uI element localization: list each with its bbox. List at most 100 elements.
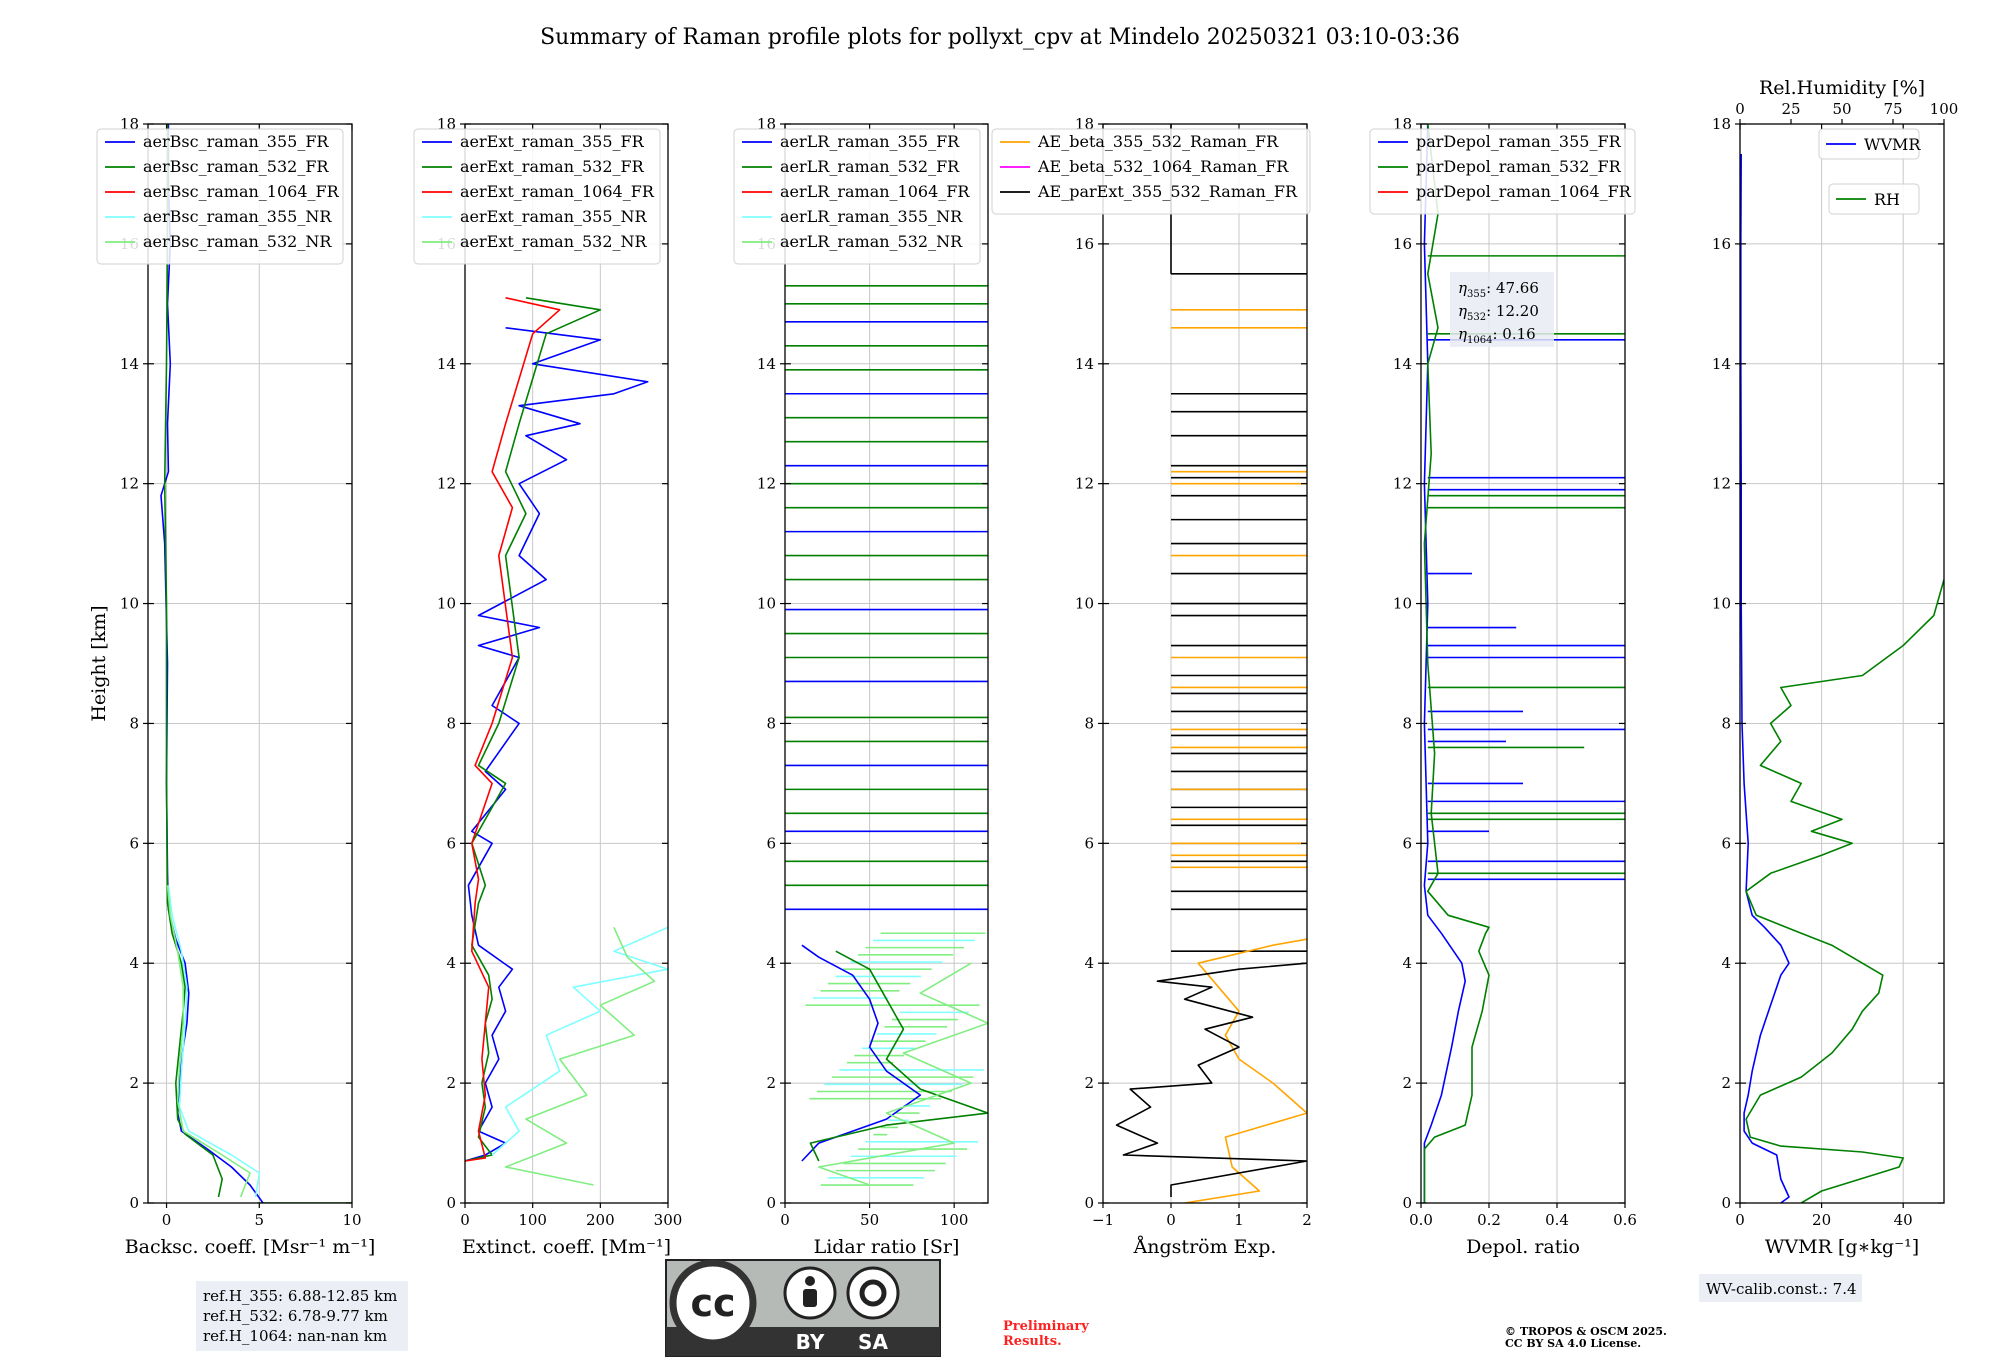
legend-entry: aerBsc_raman_532_FR xyxy=(143,157,329,176)
y-tick-label: 10 xyxy=(757,595,776,613)
legend-entry: aerExt_raman_355_NR xyxy=(460,207,648,226)
y-tick-label: 4 xyxy=(446,954,456,972)
x-axis-label: Depol. ratio xyxy=(1466,1236,1580,1258)
y-tick-label: 0 xyxy=(1721,1194,1731,1212)
legend-box xyxy=(991,128,1311,215)
cc-icon xyxy=(669,1259,757,1347)
copyright-line-1: © TROPOS & OSCM 2025. xyxy=(1505,1325,1667,1338)
y-tick-label: 0 xyxy=(1084,1194,1094,1212)
legend-entry: aerExt_raman_355_FR xyxy=(460,132,645,151)
legend-entry: RH xyxy=(1874,190,1900,209)
y-tick-label: 8 xyxy=(446,714,456,732)
legend-entry: parDepol_raman_1064_FR xyxy=(1416,182,1632,201)
x-axis-label: WVMR [g∗kg⁻¹] xyxy=(1765,1236,1919,1258)
y-tick-label: 6 xyxy=(1721,834,1731,852)
x2-tick-label: 50 xyxy=(1832,100,1851,118)
y-tick-label: 14 xyxy=(437,355,456,373)
x-axis-label: Extinct. coeff. [Mm⁻¹] xyxy=(462,1236,671,1258)
y-tick-label: 6 xyxy=(446,834,456,852)
y-tick-label: 0 xyxy=(129,1194,139,1212)
series-aerBsc_raman_532_NR xyxy=(166,885,251,1198)
eta-text: η1064: 0.16 xyxy=(1458,325,1536,346)
legend-entry: aerLR_raman_532_NR xyxy=(780,232,963,251)
series-AE_parExt_355_532_Raman_FR xyxy=(1115,962,1307,1197)
x-tick-label: 0 xyxy=(1166,1211,1176,1229)
y-tick-label: 14 xyxy=(1712,355,1731,373)
y-tick-label: 16 xyxy=(1075,235,1094,253)
y-axis-label: Height [km] xyxy=(88,605,110,721)
legend-entry: aerExt_raman_532_NR xyxy=(460,232,648,251)
y-tick-label: 8 xyxy=(1084,714,1094,732)
series-layer xyxy=(465,297,668,1186)
x2-axis-label: Rel.Humidity [%] xyxy=(1759,77,1925,99)
legend-box xyxy=(413,128,661,265)
series-aerLR_raman_532_NR xyxy=(818,962,988,1186)
legend-entry: AE_beta_355_532_Raman_FR xyxy=(1037,132,1279,151)
legend-entry: aerLR_raman_355_FR xyxy=(780,132,960,151)
y-tick-label: 4 xyxy=(766,954,776,972)
legend-entry: aerExt_raman_532_FR xyxy=(460,157,645,176)
series-aerExt_raman_355_NR xyxy=(491,926,668,1156)
x2-tick-label: 0 xyxy=(1735,100,1745,118)
legend: aerExt_raman_355_FR aerExt_raman_532_FRae… xyxy=(413,128,661,265)
y-tick-label: 14 xyxy=(1393,355,1412,373)
cc-license-badge: cc BY SA xyxy=(665,1259,941,1357)
y-tick-label: 6 xyxy=(129,834,139,852)
y-tick-label: 8 xyxy=(129,714,139,732)
series-aerBsc_raman_355_NR xyxy=(167,885,261,1198)
x-tick-label: 0.4 xyxy=(1545,1211,1569,1229)
legend-entry: aerBsc_raman_1064_FR xyxy=(143,182,340,201)
y-tick-label: 0 xyxy=(766,1194,776,1212)
series-aerBsc_raman_355_FR xyxy=(160,124,264,1203)
series-aerExt_raman_1064_FR xyxy=(465,297,561,1162)
ref-height-text: ref.H_1064: nan-nan km xyxy=(203,1327,387,1345)
x-tick-label: 0 xyxy=(162,1211,172,1229)
series-aerLR_raman_355_FR xyxy=(801,944,922,1162)
y-tick-label: 14 xyxy=(120,355,139,373)
series-layer xyxy=(1740,153,1944,1203)
x-tick-label: 100 xyxy=(518,1211,547,1229)
by-text: BY xyxy=(796,1330,825,1354)
wv-calib-box xyxy=(1699,1274,1862,1302)
copyright-line-2: CC BY SA 4.0 License. xyxy=(1505,1337,1641,1350)
y-tick-label: 6 xyxy=(1084,834,1094,852)
legend: AE_beta_355_532_Raman_FR AE_beta_532_1064… xyxy=(991,128,1311,215)
legend-entry: WVMR xyxy=(1864,135,1921,154)
legend-entry: aerLR_raman_355_NR xyxy=(780,207,963,226)
x-tick-label: 0 xyxy=(460,1211,470,1229)
series-layer xyxy=(1115,124,1307,1203)
x-axis-label: Lidar ratio [Sr] xyxy=(814,1236,960,1258)
y-tick-label: 12 xyxy=(757,475,776,493)
x-tick-label: 50 xyxy=(860,1211,879,1229)
series-WVMR xyxy=(1740,153,1790,1203)
legend-entry: aerExt_raman_1064_FR xyxy=(460,182,655,201)
legend: aerLR_raman_355_FR aerLR_raman_532_FR aerL… xyxy=(733,128,981,265)
eta-text: η532: 12.20 xyxy=(1458,302,1539,323)
legend-entry: aerLR_raman_532_FR xyxy=(780,157,960,176)
series-aerExt_raman_532_NR xyxy=(504,926,656,1186)
x-tick-label: 0.6 xyxy=(1613,1211,1637,1229)
y-tick-label: 12 xyxy=(1393,475,1412,493)
x-tick-label: 1 xyxy=(1234,1211,1244,1229)
ref-height-box xyxy=(196,1281,408,1351)
legend-entry: AE_beta_532_1064_Raman_FR xyxy=(1037,157,1289,176)
plot-frame xyxy=(1102,123,1308,1204)
ref-height-text: ref.H_532: 6.78-9.77 km xyxy=(203,1307,388,1325)
figure-title: Summary of Raman profile plots for polly… xyxy=(540,25,1460,50)
y-tick-label: 18 xyxy=(1712,115,1731,133)
x2-tick-label: 25 xyxy=(1781,100,1800,118)
y-tick-label: 12 xyxy=(120,475,139,493)
series-AE_beta_355_532_Raman_FR xyxy=(1184,938,1307,1203)
y-tick-label: 2 xyxy=(1402,1074,1412,1092)
series-parDepol_raman_355_FR xyxy=(1423,124,1466,1203)
panels: 0246810121416180510Backsc. coeff. [Msr⁻¹… xyxy=(88,77,1958,1351)
y-tick-label: 10 xyxy=(1712,595,1731,613)
y-tick-label: 2 xyxy=(1084,1074,1094,1092)
legend: aerBsc_raman_355_FR aerBsc_raman_532_FRae… xyxy=(96,128,344,265)
series-aerBsc_raman_532_FR xyxy=(163,124,223,1198)
x-tick-label: 40 xyxy=(1894,1211,1913,1229)
y-tick-label: 4 xyxy=(1402,954,1412,972)
eta-box xyxy=(1450,272,1554,347)
